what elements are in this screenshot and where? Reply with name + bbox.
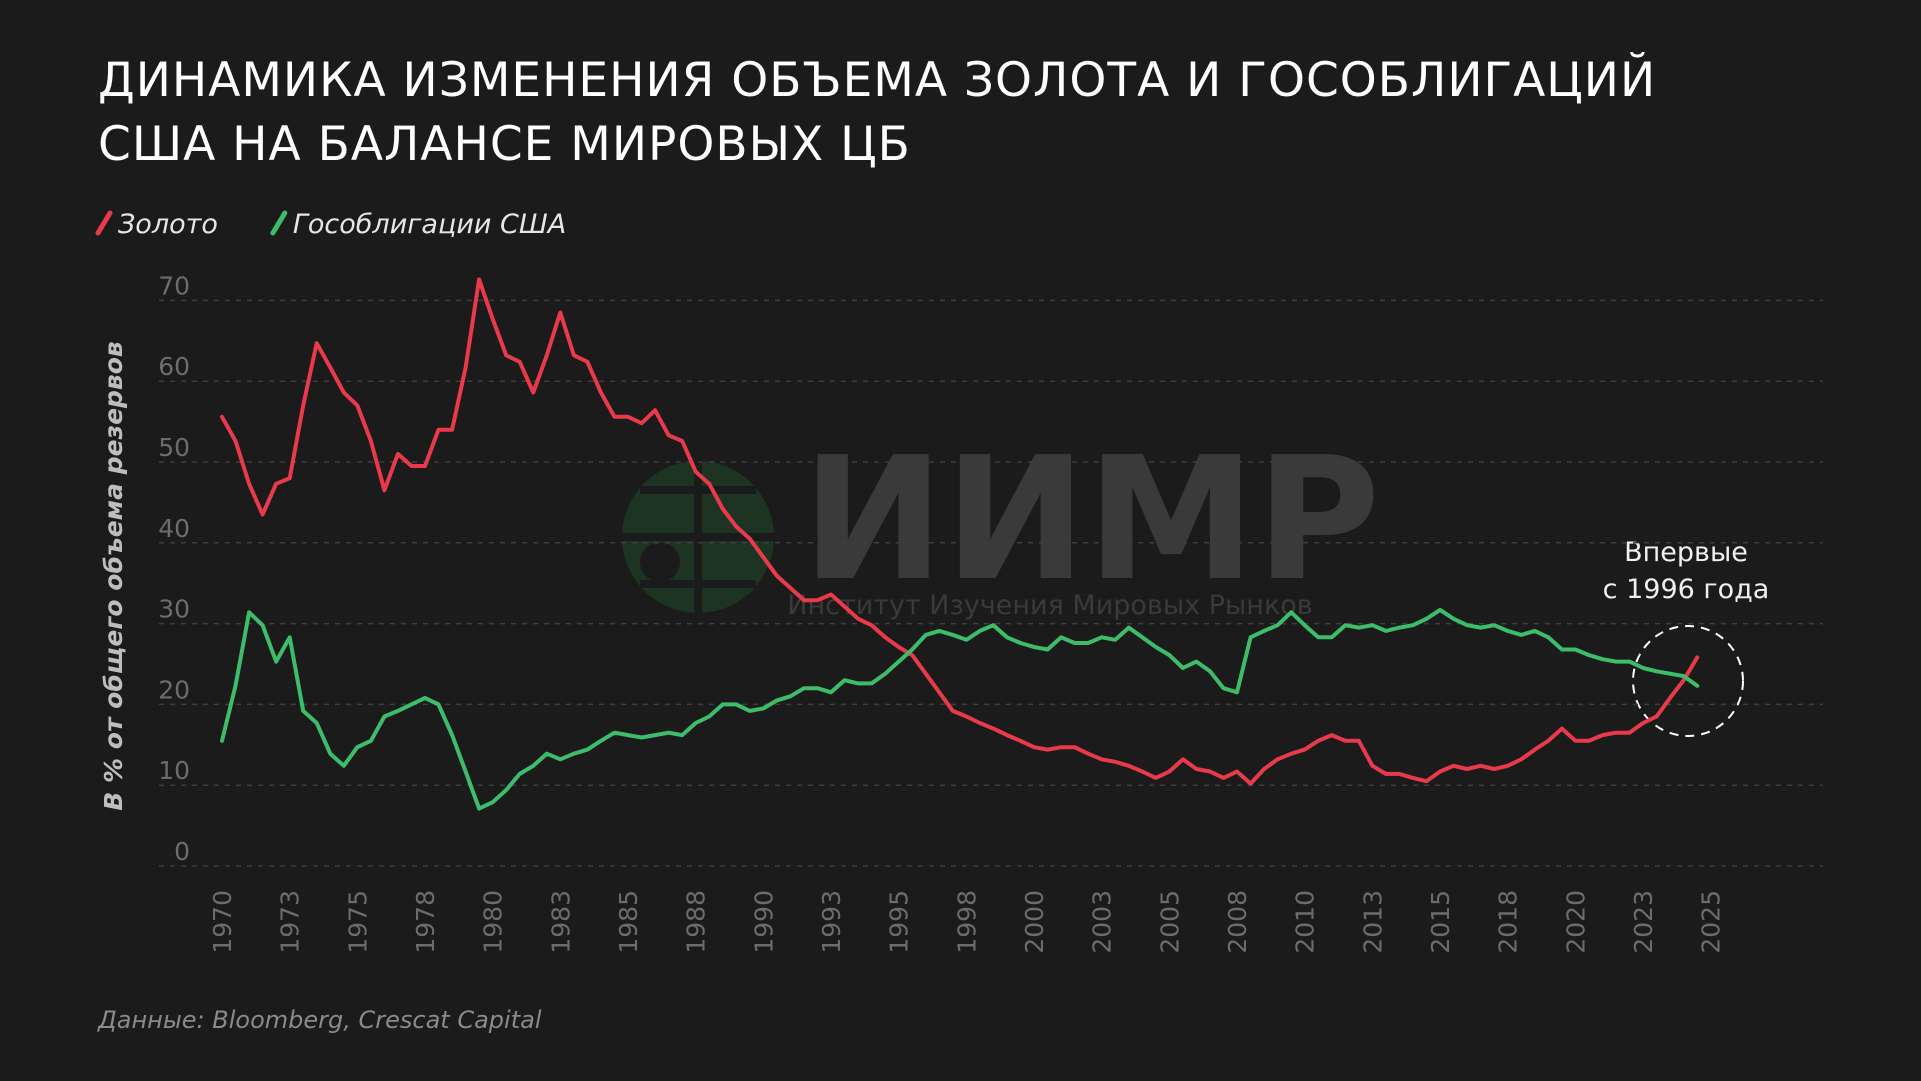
x-tick-label: 2008 <box>1223 890 1252 954</box>
x-tick-label: 2023 <box>1629 890 1658 954</box>
x-tick-label: 2018 <box>1494 890 1523 954</box>
watermark-subtitle: Институт Изучения Мировых Рынков <box>787 590 1312 621</box>
y-tick-label: 50 <box>158 433 190 462</box>
x-tick-label: 2000 <box>1020 890 1049 954</box>
source-note: Данные: Bloomberg, Crescat Capital <box>97 1006 542 1034</box>
y-tick-label: 70 <box>158 271 190 300</box>
chart-title-line: США на балансе мировых ЦБ <box>98 117 911 172</box>
x-tick-label: 1978 <box>411 890 440 954</box>
x-tick-label: 1988 <box>682 890 711 954</box>
y-tick-label: 20 <box>158 675 190 704</box>
x-tick-label: 2013 <box>1358 890 1387 954</box>
legend-label: Золото <box>118 209 218 240</box>
series-line <box>220 607 1700 811</box>
legend-label: Гособлигации США <box>293 209 566 240</box>
watermark: ИИМР <box>802 421 1380 619</box>
x-tick-label: 2025 <box>1697 890 1726 954</box>
highlight-circle <box>1632 625 1744 737</box>
watermark-logo <box>622 461 774 613</box>
series-line <box>220 277 1700 786</box>
x-tick-label: 1973 <box>276 890 305 954</box>
x-tick-label: 1980 <box>479 890 508 954</box>
x-tick-label: 1983 <box>546 890 575 954</box>
x-tick-label: 1990 <box>749 890 778 954</box>
x-tick-label: 1995 <box>885 890 914 954</box>
x-tick-label: 2003 <box>1088 890 1117 954</box>
x-tick-label: 2005 <box>1155 890 1184 954</box>
x-tick-label: 1985 <box>614 890 643 954</box>
legend-marker <box>270 210 288 236</box>
y-tick-label: 10 <box>158 756 190 785</box>
x-tick-label: 2015 <box>1426 890 1455 954</box>
chart-title-line: Динамика изменения объема золота и гособ… <box>98 53 1656 108</box>
y-tick-label: 60 <box>158 352 190 381</box>
x-tick-label: 1970 <box>208 890 237 954</box>
x-tick-label: 2010 <box>1291 890 1320 954</box>
x-tick-label: 2020 <box>1561 890 1590 954</box>
x-tick-label: 1993 <box>817 890 846 954</box>
annotation-line: с 1996 года <box>1603 574 1770 605</box>
y-tick-label: 40 <box>158 514 190 543</box>
y-tick-label: 30 <box>158 595 190 624</box>
y-tick-label: 0 <box>174 837 190 866</box>
y-axis-label: В % от общего объема резервов <box>99 341 128 810</box>
annotation-line: Впервые <box>1624 537 1748 568</box>
x-tick-label: 1975 <box>343 890 372 954</box>
legend-marker <box>95 210 113 236</box>
x-tick-label: 1998 <box>952 890 981 954</box>
